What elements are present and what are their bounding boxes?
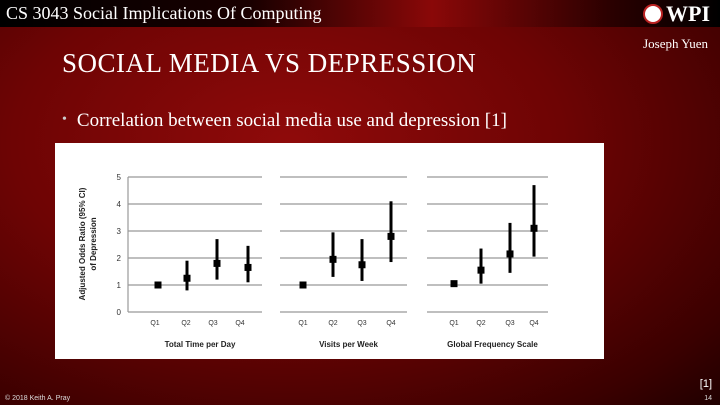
reference-marker: [1] <box>699 378 712 390</box>
x-tick-label: Q1 <box>449 320 458 327</box>
x-tick-label: Q2 <box>476 320 485 327</box>
x-axis-label: Global Frequency Scale <box>447 340 538 349</box>
y-tick-label: 2 <box>117 254 122 263</box>
data-point <box>358 261 366 269</box>
data-point <box>387 232 395 240</box>
y-tick-label: 5 <box>117 173 122 182</box>
data-point <box>299 281 307 289</box>
x-tick-label: Q2 <box>328 320 337 327</box>
x-tick-label: Q2 <box>181 320 190 327</box>
y-tick-label: 4 <box>117 200 122 209</box>
x-tick-label: Q3 <box>505 320 514 327</box>
logo-text: WPI <box>666 1 710 26</box>
data-point <box>477 266 485 274</box>
chart-image: 0 1 2 3 4 5 Adjusted Odds Ratio (95% CI) of Dep… <box>55 143 604 359</box>
copyright: © 2018 Keith A. Pray <box>5 395 71 402</box>
slide-title: SOCIAL MEDIA VS DEPRESSION <box>62 48 477 78</box>
x-tick-label: Q4 <box>386 320 395 327</box>
header-bar: CS 3043 Social Implications Of Computing… <box>0 0 720 27</box>
y-axis-label: Adjusted Odds Ratio (95% CI) of Depressio… <box>78 187 98 300</box>
x-tick-label: Q4 <box>235 320 244 327</box>
course-title: CS 3043 Social Implications Of Computing <box>6 3 322 23</box>
data-point <box>183 274 191 282</box>
y-tick-label: 0 <box>117 308 122 317</box>
data-point <box>244 263 252 271</box>
page-number: 14 <box>704 395 712 402</box>
author: Joseph Yuen <box>643 36 708 51</box>
data-point <box>329 255 337 263</box>
seal-icon <box>643 4 663 24</box>
data-point <box>506 250 514 258</box>
data-point <box>154 281 162 289</box>
y-tick-label: 3 <box>117 227 122 236</box>
x-tick-label: Q3 <box>357 320 366 327</box>
x-axis-label: Visits per Week <box>319 340 378 349</box>
x-tick-label: Q1 <box>150 320 159 327</box>
bullet-text: Correlation between social media use and… <box>76 110 507 131</box>
bullet-item: • Correlation between social media use an… <box>62 110 507 132</box>
x-axis-label: Total Time per Day <box>165 340 236 349</box>
bullet-icon: • <box>62 112 67 127</box>
chart-svg: 0 1 2 3 4 5 Adjusted Odds Ratio (95% CI) of Dep… <box>78 173 548 349</box>
y-tick-label: 1 <box>117 281 122 290</box>
x-tick-label: Q3 <box>208 320 217 327</box>
x-tick-label: Q4 <box>529 320 538 327</box>
x-tick-label: Q1 <box>298 320 307 327</box>
data-point <box>213 259 221 267</box>
data-point <box>450 280 458 288</box>
wpi-logo: WPI <box>643 1 710 27</box>
data-point <box>530 224 538 232</box>
